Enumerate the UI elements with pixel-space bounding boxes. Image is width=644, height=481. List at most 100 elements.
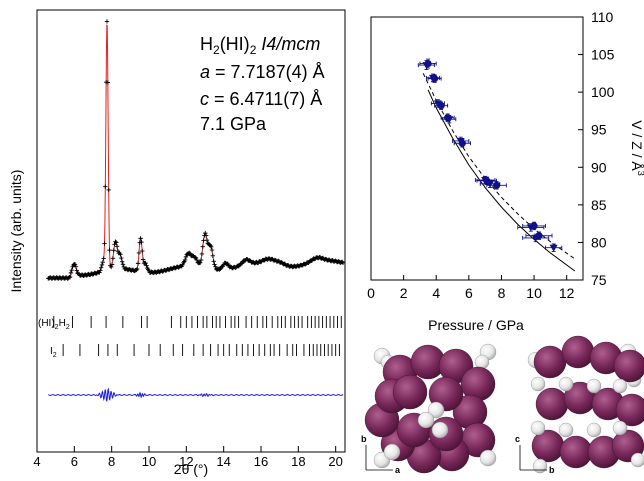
eos-y-tick-label: 80: [591, 234, 607, 250]
observed-point: [111, 248, 116, 253]
observed-point: [203, 233, 209, 238]
tick-row-label-i2: I2: [50, 346, 57, 359]
lattice-parameter-c: c = 6.4711(7) Å: [200, 89, 322, 109]
hydrogen-atom: [630, 452, 644, 468]
observed-point: [118, 252, 123, 257]
eos-y-tick-label: 110: [591, 9, 614, 25]
axis-label-b2: b: [549, 465, 555, 475]
hydrogen-atom: [530, 420, 546, 436]
observed-point: [182, 257, 188, 263]
reflection-tick-rows: [53, 316, 342, 356]
hydrogen-atom: [558, 376, 574, 392]
phase-formula: H2(HI)2 I4/mcm: [200, 34, 320, 57]
iodine-atom: [533, 345, 567, 379]
hydrogen-atom: [530, 376, 546, 392]
diffraction-x-tick-label: 4: [33, 454, 40, 469]
observed-point: [105, 80, 111, 85]
eos-fit-solid-line: [427, 89, 576, 272]
observed-point: [135, 266, 140, 272]
hydrogen-atom: [586, 422, 602, 438]
eos-triangle-point: [486, 180, 495, 188]
hydrogen-atom: [427, 401, 445, 419]
eos-x-tick-label: 12: [559, 285, 575, 301]
phase-annotation: H2(HI)2 I4/mcm a = 7.7187(4) Å c = 6.4711…: [200, 34, 325, 134]
eos-triangle-point: [422, 62, 431, 70]
diffraction-x-tick-label: 20: [328, 454, 342, 469]
observed-point: [204, 237, 210, 243]
eos-y-axis-label: V / Z / Å3: [629, 120, 644, 176]
observed-point: [193, 255, 199, 261]
eos-triangle-point: [481, 177, 490, 185]
observed-point: [99, 262, 105, 268]
observed-point: [213, 264, 218, 269]
diffraction-x-tick-label: 10: [142, 454, 156, 469]
eos-data-points: [417, 58, 563, 252]
diffraction-x-axis-label: 2θ (°): [174, 461, 208, 477]
crystal-structure-view-bc: [527, 335, 644, 474]
eos-fit-dashed-line: [422, 73, 576, 260]
hydrogen-atom: [612, 378, 628, 394]
observed-point: [119, 255, 124, 261]
diffraction-x-tick-label: 14: [216, 454, 230, 469]
observed-point: [139, 239, 144, 245]
observed-point: [183, 254, 189, 260]
eos-triangle-point: [456, 137, 465, 145]
eos-triangle-point: [549, 244, 558, 252]
difference-curve: [48, 387, 344, 402]
observed-point: [114, 244, 120, 249]
tick-row-label-hih2: (HI)2H2: [38, 318, 70, 331]
hydrogen-atom: [586, 378, 602, 394]
hydrogen-atom: [431, 421, 449, 439]
observed-point: [100, 260, 105, 265]
axis-triad-ab: b a: [361, 434, 401, 475]
observed-point: [180, 262, 185, 267]
eos-x-tick-label: 2: [400, 285, 408, 301]
observed-point: [73, 264, 79, 269]
hydrogen-atom: [532, 458, 548, 474]
eos-x-tick-label: 4: [432, 285, 440, 301]
observed-point: [200, 244, 205, 249]
eos-x-tick-label: 10: [526, 285, 542, 301]
crystal-structure-view-ab: [364, 343, 497, 474]
iodine-atom: [613, 349, 644, 383]
observed-point: [208, 244, 214, 249]
observed-point: [136, 250, 142, 256]
hydrogen-atom: [558, 422, 574, 438]
observed-point: [199, 251, 205, 257]
eos-y-tick-label: 75: [591, 272, 607, 288]
observed-point: [114, 240, 119, 245]
observed-point: [107, 247, 112, 253]
difference-line: [48, 387, 344, 402]
diffraction-profile: [46, 19, 346, 281]
eos-plot-frame: [370, 16, 584, 281]
eos-y-tick-label: 105: [591, 47, 615, 63]
axis-label-c: c: [515, 434, 520, 444]
observed-point: [203, 230, 208, 236]
diffraction-y-axis-label: Intensity (arb. units): [8, 170, 24, 293]
observed-point: [119, 259, 125, 264]
eos-x-tick-label: 6: [465, 285, 473, 301]
observed-point: [98, 268, 103, 273]
eos-circle-point: [492, 181, 501, 189]
diffraction-x-tick-label: 12: [179, 454, 193, 469]
observed-point: [74, 268, 79, 273]
observed-point: [340, 260, 346, 266]
observed-point: [140, 257, 146, 262]
eos-panel: 0 2 4 6 8 10 12 75 80 85 90 95 100 105 110 Pressure / …: [367, 9, 644, 333]
observed-point: [69, 267, 74, 273]
observed-point: [101, 256, 106, 261]
observed-point: [103, 184, 108, 189]
observed-point: [68, 270, 74, 276]
observed-point: [209, 247, 215, 253]
observed-point: [120, 262, 126, 267]
observed-point: [198, 257, 204, 263]
iodine-atom: [392, 374, 428, 410]
iodine-atom: [559, 435, 593, 469]
axis-label-a: a: [395, 465, 401, 475]
lattice-parameter-a: a = 7.7187(4) Å: [200, 62, 325, 82]
hydrogen-atom: [612, 420, 628, 436]
eos-y-tick-label: 100: [591, 84, 615, 100]
observed-point: [104, 19, 110, 24]
iodine-atom: [615, 393, 644, 427]
